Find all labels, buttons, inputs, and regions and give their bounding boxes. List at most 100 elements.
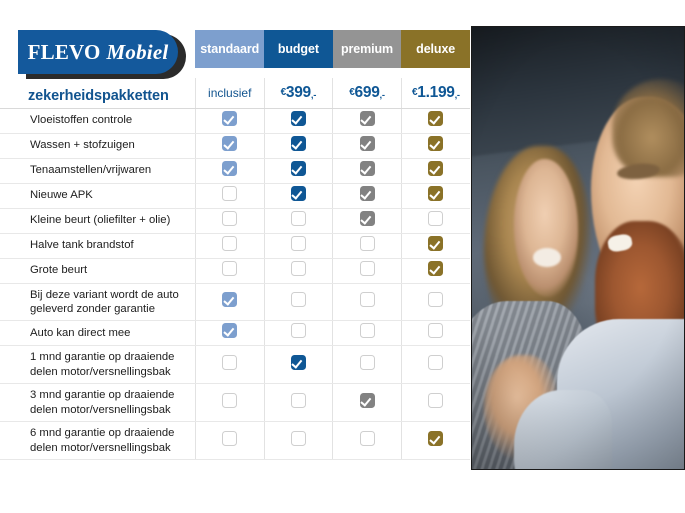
checkbox-checked-icon[interactable]: [359, 392, 375, 408]
checkbox-checked-icon[interactable]: [428, 110, 444, 126]
checkbox-unchecked-icon[interactable]: [428, 354, 444, 370]
feature-cell-standaard[interactable]: [195, 320, 265, 347]
checkbox-unchecked-icon[interactable]: [290, 260, 306, 276]
feature-cell-premium[interactable]: [332, 208, 402, 234]
feature-cell-premium[interactable]: [332, 133, 402, 159]
checkbox-checked-icon[interactable]: [290, 110, 306, 126]
feature-cell-budget[interactable]: [264, 158, 334, 184]
euro-sign-icon: €: [349, 86, 355, 98]
feature-cell-premium[interactable]: [332, 345, 402, 385]
feature-cell-premium[interactable]: [332, 283, 402, 322]
feature-cell-deluxe[interactable]: [401, 233, 470, 259]
feature-cell-standaard[interactable]: [195, 233, 265, 259]
feature-cell-standaard[interactable]: [195, 421, 265, 461]
checkbox-unchecked-icon[interactable]: [222, 354, 238, 370]
feature-cell-premium[interactable]: [332, 108, 402, 134]
checkbox-checked-icon[interactable]: [222, 110, 238, 126]
checkbox-checked-icon[interactable]: [290, 185, 306, 201]
feature-cell-premium[interactable]: [332, 320, 402, 347]
feature-cell-standaard[interactable]: [195, 208, 265, 234]
feature-cell-deluxe[interactable]: [401, 158, 470, 184]
feature-cell-premium[interactable]: [332, 258, 402, 284]
feature-cell-budget[interactable]: [264, 421, 334, 461]
feature-cell-premium[interactable]: [332, 158, 402, 184]
checkbox-unchecked-icon[interactable]: [222, 260, 238, 276]
feature-cell-deluxe[interactable]: [401, 383, 470, 423]
checkbox-checked-icon[interactable]: [222, 160, 238, 176]
feature-cell-premium[interactable]: [332, 233, 402, 259]
feature-cell-budget[interactable]: [264, 133, 334, 159]
feature-cell-budget[interactable]: [264, 233, 334, 259]
feature-cell-deluxe[interactable]: [401, 320, 470, 347]
checkbox-unchecked-icon[interactable]: [428, 291, 444, 307]
feature-cell-deluxe[interactable]: [401, 108, 470, 134]
feature-cell-deluxe[interactable]: [401, 283, 470, 322]
table-row: Halve tank brandstof: [0, 233, 470, 259]
checkbox-checked-icon[interactable]: [359, 110, 375, 126]
checkbox-checked-icon[interactable]: [359, 210, 375, 226]
checkbox-checked-icon[interactable]: [428, 185, 444, 201]
feature-cell-budget[interactable]: [264, 183, 334, 209]
feature-cell-budget[interactable]: [264, 208, 334, 234]
feature-cell-budget[interactable]: [264, 108, 334, 134]
feature-cell-budget[interactable]: [264, 258, 334, 284]
checkbox-unchecked-icon[interactable]: [359, 323, 375, 339]
checkbox-unchecked-icon[interactable]: [290, 323, 306, 339]
feature-cell-standaard[interactable]: [195, 183, 265, 209]
feature-cell-standaard[interactable]: [195, 133, 265, 159]
feature-cell-budget[interactable]: [264, 320, 334, 347]
checkbox-unchecked-icon[interactable]: [290, 291, 306, 307]
feature-cell-standaard[interactable]: [195, 283, 265, 322]
checkbox-checked-icon[interactable]: [290, 354, 306, 370]
feature-cell-premium[interactable]: [332, 421, 402, 461]
checkbox-unchecked-icon[interactable]: [428, 323, 444, 339]
feature-cell-standaard[interactable]: [195, 345, 265, 385]
checkbox-unchecked-icon[interactable]: [428, 392, 444, 408]
feature-cell-standaard[interactable]: [195, 108, 265, 134]
checkbox-checked-icon[interactable]: [290, 160, 306, 176]
checkbox-checked-icon[interactable]: [222, 135, 238, 151]
checkbox-checked-icon[interactable]: [222, 323, 238, 339]
checkbox-unchecked-icon[interactable]: [290, 235, 306, 251]
checkbox-unchecked-icon[interactable]: [290, 392, 306, 408]
feature-cell-premium[interactable]: [332, 383, 402, 423]
checkbox-checked-icon[interactable]: [222, 291, 238, 307]
feature-cell-deluxe[interactable]: [401, 183, 470, 209]
feature-cell-deluxe[interactable]: [401, 258, 470, 284]
checkbox-checked-icon[interactable]: [428, 430, 444, 446]
checkbox-checked-icon[interactable]: [359, 185, 375, 201]
checkbox-unchecked-icon[interactable]: [222, 235, 238, 251]
feature-cell-budget[interactable]: [264, 383, 334, 423]
checkbox-checked-icon[interactable]: [428, 235, 444, 251]
checkbox-unchecked-icon[interactable]: [222, 430, 238, 446]
checkbox-checked-icon[interactable]: [359, 135, 375, 151]
feature-cell-deluxe[interactable]: [401, 345, 470, 385]
checkbox-unchecked-icon[interactable]: [290, 210, 306, 226]
feature-cell-deluxe[interactable]: [401, 421, 470, 461]
feature-cell-deluxe[interactable]: [401, 208, 470, 234]
checkbox-unchecked-icon[interactable]: [359, 235, 375, 251]
checkbox-checked-icon[interactable]: [290, 135, 306, 151]
checkbox-checked-icon[interactable]: [428, 160, 444, 176]
feature-cell-budget[interactable]: [264, 283, 334, 322]
feature-cell-standaard[interactable]: [195, 158, 265, 184]
feature-cell-premium[interactable]: [332, 183, 402, 209]
checkbox-unchecked-icon[interactable]: [428, 210, 444, 226]
checkbox-checked-icon[interactable]: [428, 135, 444, 151]
checkbox-unchecked-icon[interactable]: [222, 185, 238, 201]
checkbox-unchecked-icon[interactable]: [359, 291, 375, 307]
checkbox-unchecked-icon[interactable]: [359, 260, 375, 276]
checkbox-unchecked-icon[interactable]: [359, 354, 375, 370]
checkbox-unchecked-icon[interactable]: [359, 430, 375, 446]
feature-cell-standaard[interactable]: [195, 383, 265, 423]
feature-cell-standaard[interactable]: [195, 258, 265, 284]
checkbox-unchecked-icon[interactable]: [222, 392, 238, 408]
checkbox-checked-icon[interactable]: [428, 260, 444, 276]
feature-cell-budget[interactable]: [264, 345, 334, 385]
checkbox-unchecked-icon[interactable]: [290, 430, 306, 446]
checkbox-checked-icon[interactable]: [359, 160, 375, 176]
table-row: Tenaamstellen/vrijwaren: [0, 158, 470, 184]
checkbox-unchecked-icon[interactable]: [222, 210, 238, 226]
feature-cell-deluxe[interactable]: [401, 133, 470, 159]
